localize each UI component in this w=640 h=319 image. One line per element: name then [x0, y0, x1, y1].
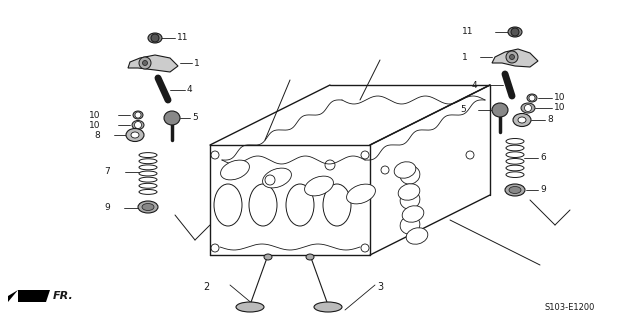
Ellipse shape — [262, 168, 291, 188]
Ellipse shape — [506, 145, 524, 151]
Text: 5: 5 — [460, 106, 466, 115]
Polygon shape — [8, 290, 18, 302]
Ellipse shape — [314, 302, 342, 312]
Circle shape — [506, 51, 518, 63]
Ellipse shape — [521, 103, 535, 113]
Text: 1: 1 — [194, 58, 200, 68]
Text: 11: 11 — [177, 33, 189, 42]
Text: 4: 4 — [472, 80, 477, 90]
Ellipse shape — [236, 302, 264, 312]
Text: 8: 8 — [94, 130, 100, 139]
Circle shape — [134, 122, 141, 129]
Ellipse shape — [518, 117, 526, 123]
Ellipse shape — [506, 152, 524, 158]
Ellipse shape — [221, 160, 250, 180]
Ellipse shape — [509, 187, 521, 194]
Ellipse shape — [132, 121, 144, 130]
Ellipse shape — [394, 162, 416, 178]
Ellipse shape — [492, 103, 508, 117]
Ellipse shape — [142, 204, 154, 211]
Text: 8: 8 — [547, 115, 553, 124]
Text: FR.: FR. — [53, 291, 74, 301]
Text: 4: 4 — [187, 85, 193, 94]
Ellipse shape — [164, 111, 180, 125]
Ellipse shape — [406, 228, 428, 244]
Ellipse shape — [249, 184, 277, 226]
Polygon shape — [492, 49, 538, 67]
Ellipse shape — [506, 138, 524, 144]
Ellipse shape — [527, 94, 537, 102]
Ellipse shape — [400, 166, 420, 184]
Ellipse shape — [138, 201, 158, 213]
Text: 9: 9 — [540, 186, 546, 195]
Ellipse shape — [139, 189, 157, 194]
Ellipse shape — [133, 111, 143, 119]
Ellipse shape — [139, 171, 157, 176]
Ellipse shape — [506, 165, 524, 171]
Ellipse shape — [402, 206, 424, 222]
Text: 10: 10 — [554, 93, 566, 102]
Ellipse shape — [139, 183, 157, 188]
Ellipse shape — [398, 184, 420, 200]
Ellipse shape — [139, 152, 157, 158]
Ellipse shape — [139, 165, 157, 170]
Text: S103-E1200: S103-E1200 — [545, 303, 595, 313]
Circle shape — [525, 105, 531, 112]
Ellipse shape — [214, 184, 242, 226]
Text: 10: 10 — [88, 121, 100, 130]
Ellipse shape — [347, 184, 376, 204]
Text: 9: 9 — [104, 204, 110, 212]
Circle shape — [511, 28, 519, 36]
Ellipse shape — [306, 254, 314, 260]
Ellipse shape — [126, 129, 144, 142]
Circle shape — [151, 34, 159, 42]
Ellipse shape — [305, 176, 333, 196]
Text: 7: 7 — [104, 167, 110, 176]
Text: 5: 5 — [192, 114, 198, 122]
Circle shape — [143, 61, 147, 65]
Text: 10: 10 — [88, 110, 100, 120]
Ellipse shape — [148, 33, 162, 43]
Ellipse shape — [400, 216, 420, 234]
Text: 1: 1 — [462, 53, 468, 62]
Text: 6: 6 — [540, 153, 546, 162]
Ellipse shape — [139, 177, 157, 182]
Ellipse shape — [505, 184, 525, 196]
Circle shape — [529, 95, 535, 101]
Circle shape — [139, 57, 151, 69]
Circle shape — [135, 112, 141, 118]
Ellipse shape — [513, 114, 531, 127]
Ellipse shape — [508, 27, 522, 37]
Ellipse shape — [506, 159, 524, 164]
Ellipse shape — [264, 254, 272, 260]
Polygon shape — [18, 290, 50, 302]
Text: 3: 3 — [377, 282, 383, 292]
Ellipse shape — [323, 184, 351, 226]
Text: 2: 2 — [203, 282, 209, 292]
Text: 11: 11 — [462, 27, 474, 36]
Ellipse shape — [400, 191, 420, 209]
Ellipse shape — [506, 172, 524, 177]
Ellipse shape — [139, 159, 157, 164]
Ellipse shape — [286, 184, 314, 226]
Text: 10: 10 — [554, 103, 566, 113]
Ellipse shape — [131, 132, 139, 138]
Circle shape — [509, 55, 515, 60]
Polygon shape — [128, 55, 178, 72]
